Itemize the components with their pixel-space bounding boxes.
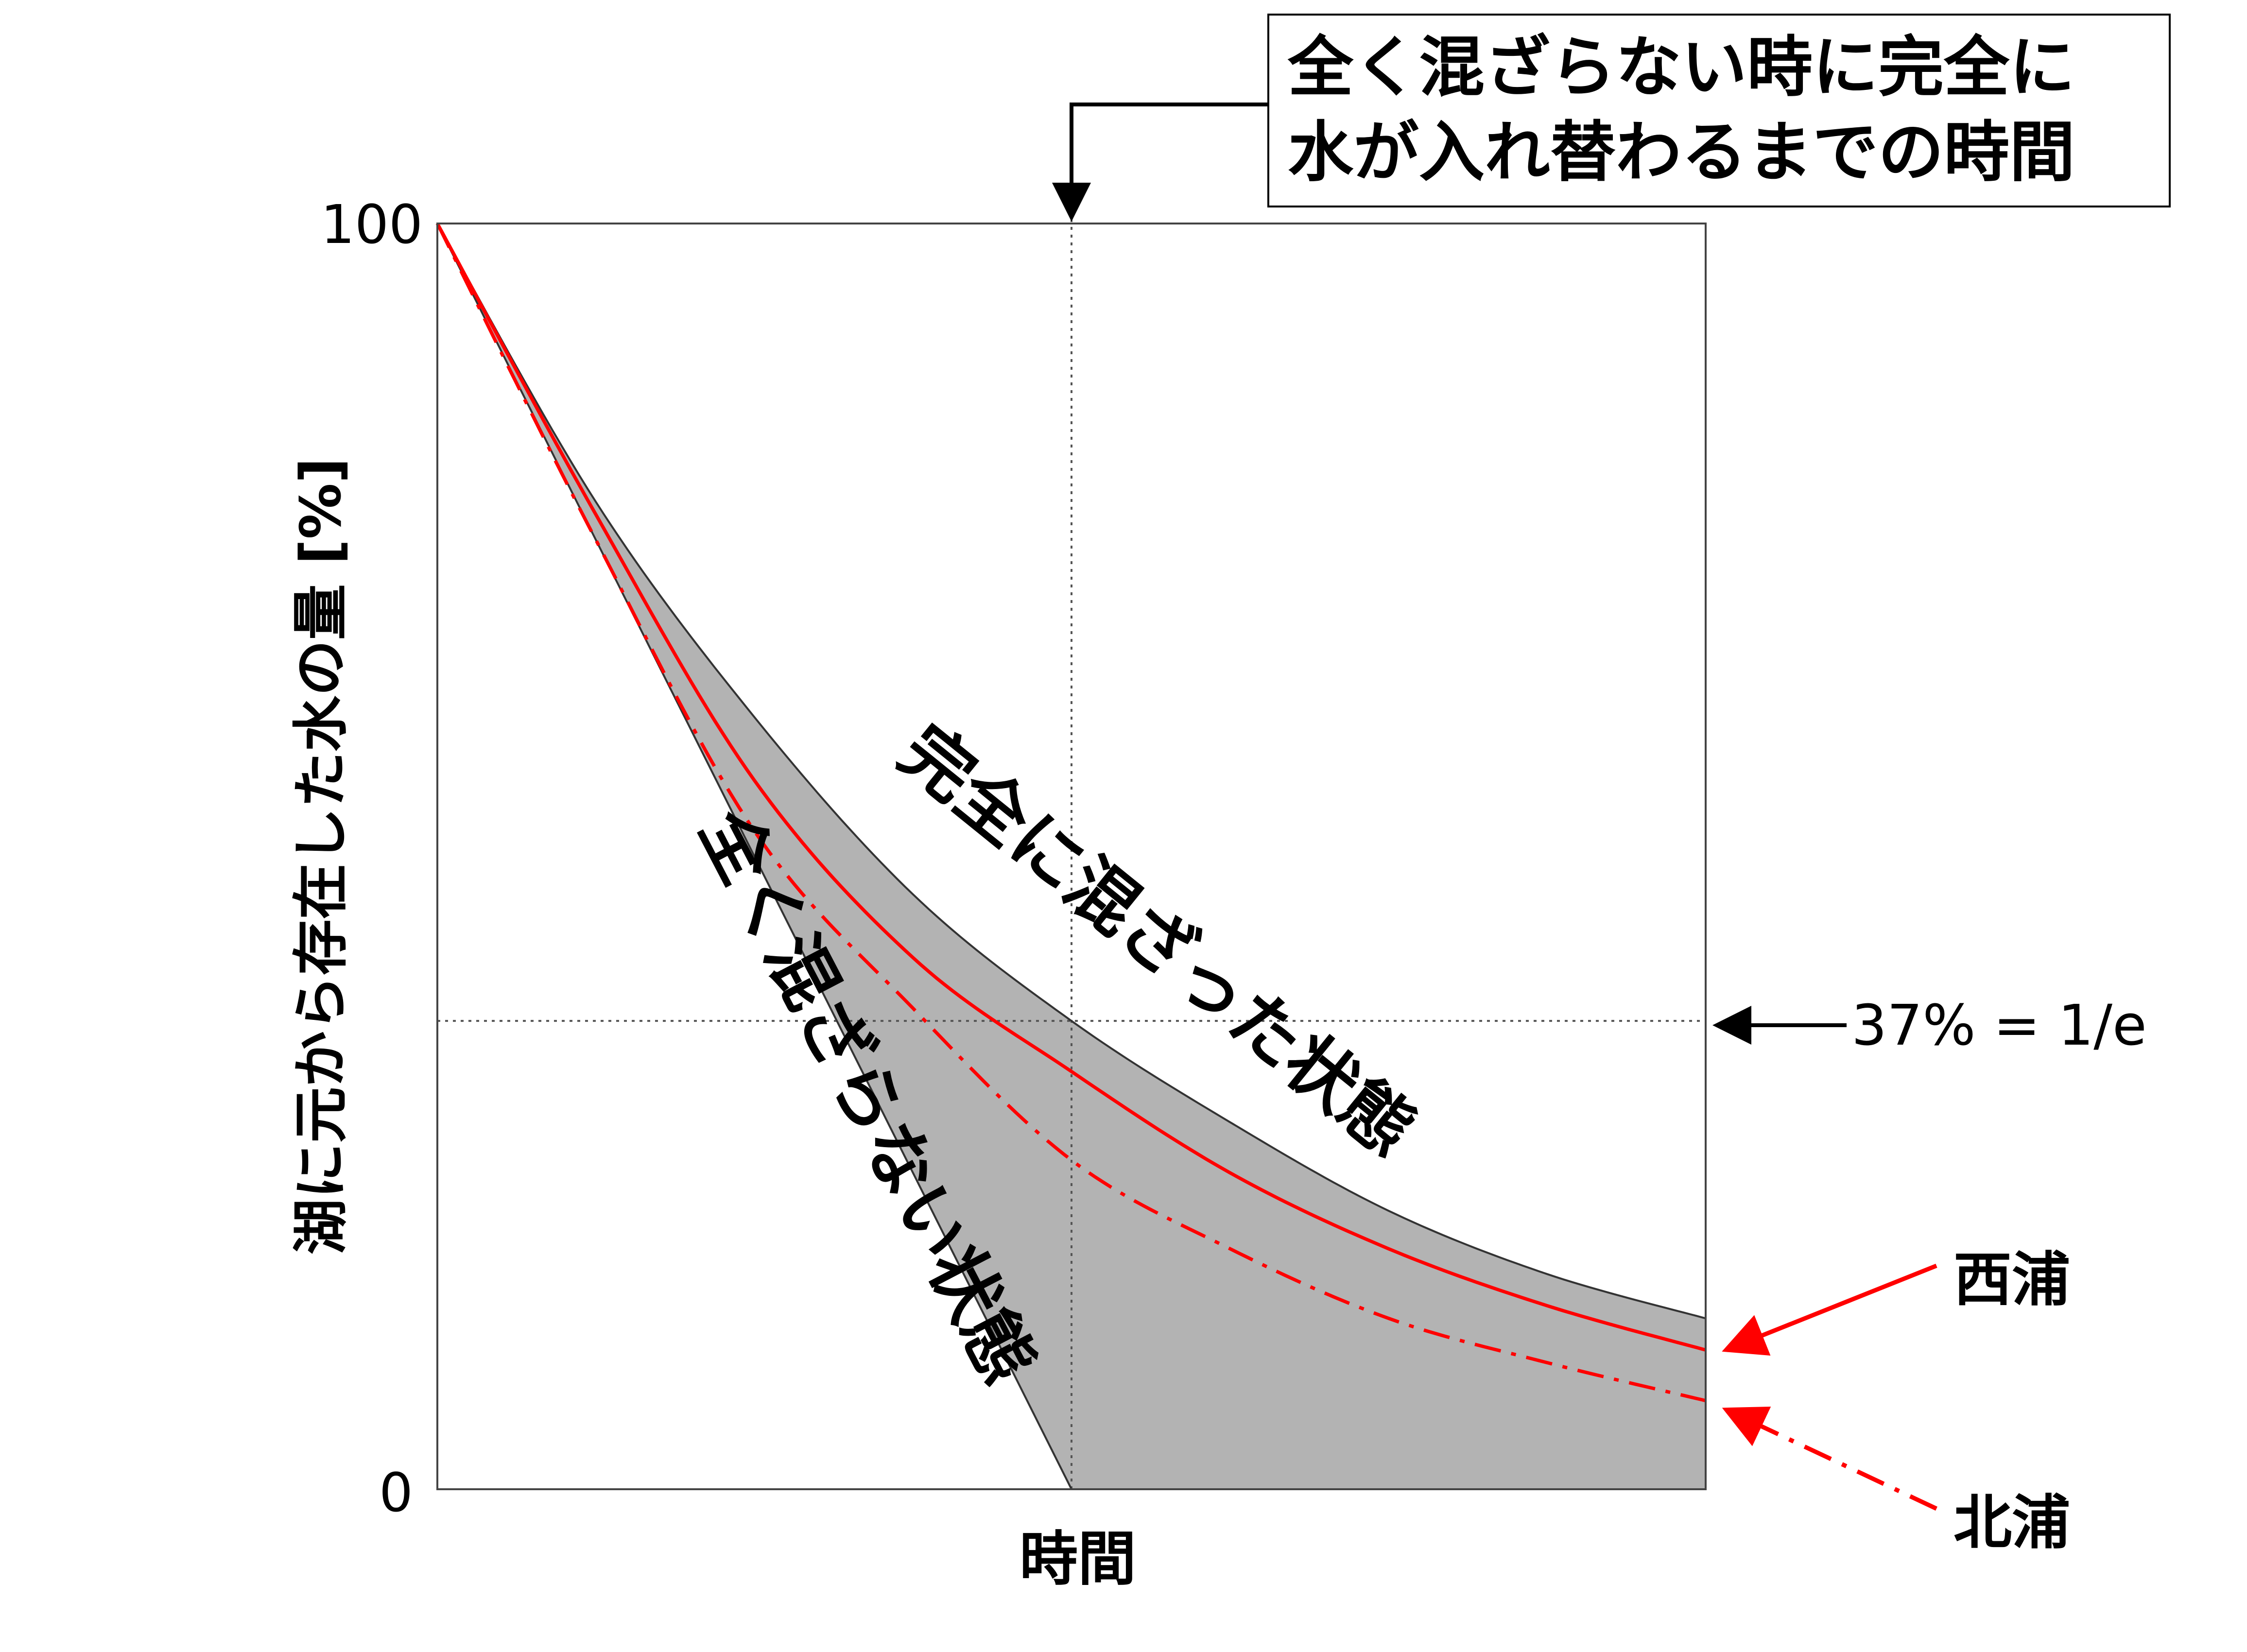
kitaura-arrow: [1722, 1406, 1937, 1511]
top-annotation-line1: 全く混ざらない時に完全に: [1287, 29, 2075, 105]
shaded-region: [437, 224, 1706, 1489]
plot-area: [435, 211, 1706, 1490]
y-axis-label: 湖に元から存在した水の量 [%]: [289, 458, 354, 1255]
series-line-1: [436, 223, 1706, 1320]
y-tick-100: 100: [321, 193, 423, 256]
top-annotation-box: [1267, 14, 2171, 207]
top-annotation-arrow: [1052, 103, 1268, 222]
kitaura-label: 北浦: [1953, 1489, 2070, 1557]
series-line-3: [435, 223, 1706, 1403]
x-axis-label: 時間: [1020, 1526, 1136, 1593]
nishiura-arrow: [1722, 1263, 1937, 1356]
y-tick-0: 0: [379, 1462, 413, 1524]
nishiura-label: 西浦: [1953, 1246, 2070, 1314]
series-line-2: [435, 223, 1706, 1352]
top-annotation-line2: 水が入れ替わるまでの時間: [1288, 114, 2075, 190]
e-label: 37% = 1/e: [1851, 993, 2147, 1058]
plot-frame: [436, 223, 1707, 1490]
